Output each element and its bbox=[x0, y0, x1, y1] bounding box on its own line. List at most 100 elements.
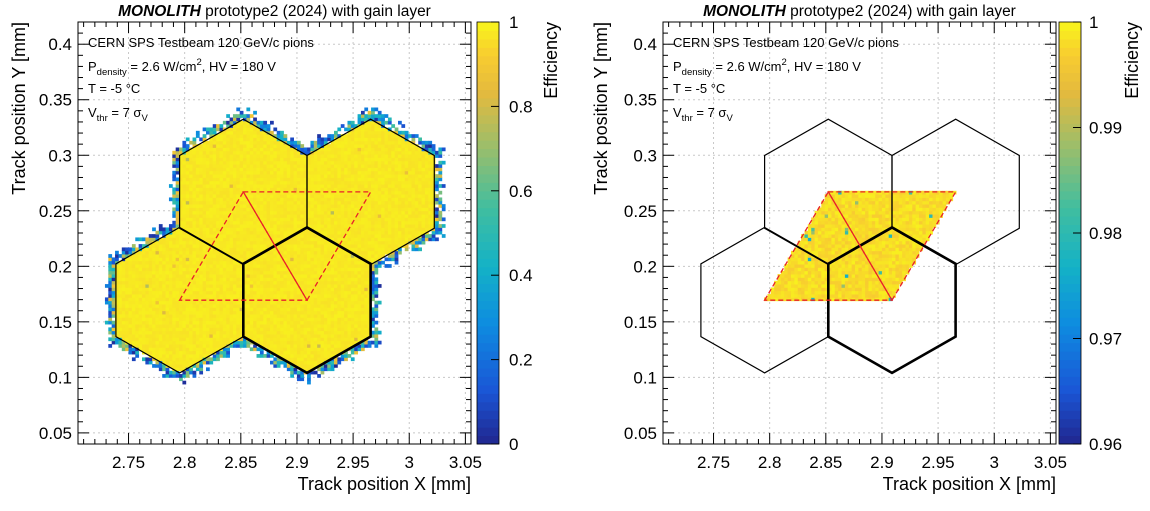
heatmap-cell bbox=[287, 351, 291, 355]
heatmap-cell bbox=[159, 267, 163, 271]
heatmap-cell bbox=[324, 217, 328, 221]
heatmap-cell bbox=[290, 224, 294, 228]
heatmap-cell bbox=[226, 174, 230, 178]
heatmap-cell bbox=[189, 367, 193, 371]
heatmap-cell bbox=[347, 137, 351, 141]
heatmap-cell bbox=[182, 354, 186, 358]
heatmap-cell bbox=[216, 337, 220, 341]
heatmap-cell bbox=[324, 177, 328, 181]
heatmap-cell bbox=[139, 304, 143, 308]
heatmap-cell bbox=[203, 361, 207, 365]
heatmap-cell bbox=[226, 224, 230, 228]
heatmap-cell bbox=[314, 171, 318, 175]
heatmap-cell bbox=[297, 257, 301, 261]
heatmap-cell bbox=[203, 347, 207, 351]
heatmap-cell bbox=[176, 314, 180, 318]
heatmap-cell bbox=[236, 277, 240, 281]
heatmap-cell bbox=[263, 151, 267, 155]
heatmap-cell bbox=[378, 177, 382, 181]
heatmap-cell bbox=[159, 277, 163, 281]
heatmap-cell bbox=[341, 307, 345, 311]
heatmap-cell bbox=[189, 227, 193, 231]
heatmap-cell bbox=[317, 334, 321, 338]
heatmap-cell bbox=[223, 137, 227, 141]
heatmap-cell bbox=[300, 237, 304, 241]
heatmap-cell bbox=[374, 194, 378, 198]
heatmap-cell bbox=[260, 124, 264, 128]
heatmap-cell bbox=[273, 197, 277, 201]
heatmap-cell bbox=[341, 174, 345, 178]
heatmap-cell bbox=[176, 354, 180, 358]
heatmap-cell bbox=[321, 201, 325, 205]
heatmap-cell bbox=[206, 361, 210, 365]
heatmap-cell bbox=[257, 267, 261, 271]
heatmap-cell bbox=[327, 184, 331, 188]
heatmap-cell bbox=[347, 164, 351, 168]
heatmap-cell bbox=[378, 244, 382, 248]
heatmap-cell bbox=[236, 307, 240, 311]
heatmap-cell bbox=[283, 341, 287, 345]
heatmap-cell bbox=[213, 128, 217, 132]
heatmap-cell bbox=[196, 264, 200, 268]
heatmap-cell bbox=[236, 241, 240, 245]
heatmap-cell bbox=[189, 267, 193, 271]
heatmap-cell bbox=[233, 161, 237, 165]
heatmap-cell bbox=[240, 151, 244, 155]
heatmap-cell bbox=[209, 151, 213, 155]
heatmap-cell bbox=[283, 281, 287, 285]
heatmap-cell bbox=[351, 161, 355, 165]
heatmap-cell bbox=[257, 157, 261, 161]
heatmap-cell bbox=[172, 174, 176, 178]
heatmap-cell bbox=[263, 281, 267, 285]
heatmap-cell bbox=[354, 331, 358, 335]
heatmap-cell bbox=[219, 144, 223, 148]
heatmap-cell bbox=[273, 331, 277, 335]
heatmap-cell bbox=[243, 341, 247, 345]
heatmap-cell bbox=[135, 264, 139, 268]
heatmap-cell bbox=[337, 254, 341, 258]
heatmap-cell bbox=[122, 291, 126, 295]
heatmap-cell bbox=[297, 291, 301, 295]
heatmap-cell bbox=[337, 307, 341, 311]
heatmap-cell bbox=[243, 157, 247, 161]
heatmap-cell bbox=[216, 264, 220, 268]
heatmap-cell bbox=[310, 167, 314, 171]
heatmap-cell bbox=[189, 154, 193, 158]
heatmap-cell bbox=[135, 344, 139, 348]
heatmap-cell bbox=[257, 331, 261, 335]
heatmap-cell bbox=[307, 351, 311, 355]
heatmap-cell bbox=[321, 211, 325, 215]
heatmap-cell bbox=[149, 277, 153, 281]
heatmap-cell bbox=[344, 224, 348, 228]
heatmap-cell bbox=[155, 311, 159, 315]
heatmap-cell bbox=[267, 307, 271, 311]
heatmap-cell bbox=[108, 331, 112, 335]
heatmap-cell bbox=[374, 327, 378, 331]
heatmap-cell bbox=[199, 334, 203, 338]
heatmap-cell bbox=[243, 131, 247, 135]
heatmap-cell bbox=[233, 271, 237, 275]
heatmap-cell bbox=[209, 184, 213, 188]
heatmap-cell bbox=[283, 234, 287, 238]
heatmap-cell bbox=[112, 321, 116, 325]
heatmap-cell bbox=[331, 211, 335, 215]
heatmap-cell bbox=[267, 211, 271, 215]
heatmap-cell bbox=[243, 181, 247, 185]
heatmap-cell bbox=[179, 341, 183, 345]
heatmap-cell bbox=[118, 307, 122, 311]
heatmap-cell bbox=[250, 307, 254, 311]
heatmap-cell bbox=[216, 321, 220, 325]
heatmap-cell bbox=[186, 271, 190, 275]
heatmap-cell bbox=[294, 237, 298, 241]
heatmap-cell bbox=[378, 234, 382, 238]
heatmap-cell bbox=[344, 287, 348, 291]
heatmap-cell bbox=[324, 297, 328, 301]
heatmap-cell bbox=[280, 287, 284, 291]
heatmap-cell bbox=[246, 227, 250, 231]
heatmap-cell bbox=[364, 211, 368, 215]
heatmap-cell bbox=[337, 234, 341, 238]
heatmap-cell bbox=[327, 187, 331, 191]
heatmap-cell bbox=[209, 291, 213, 295]
heatmap-cell bbox=[260, 271, 264, 275]
heatmap-cell bbox=[159, 301, 163, 305]
